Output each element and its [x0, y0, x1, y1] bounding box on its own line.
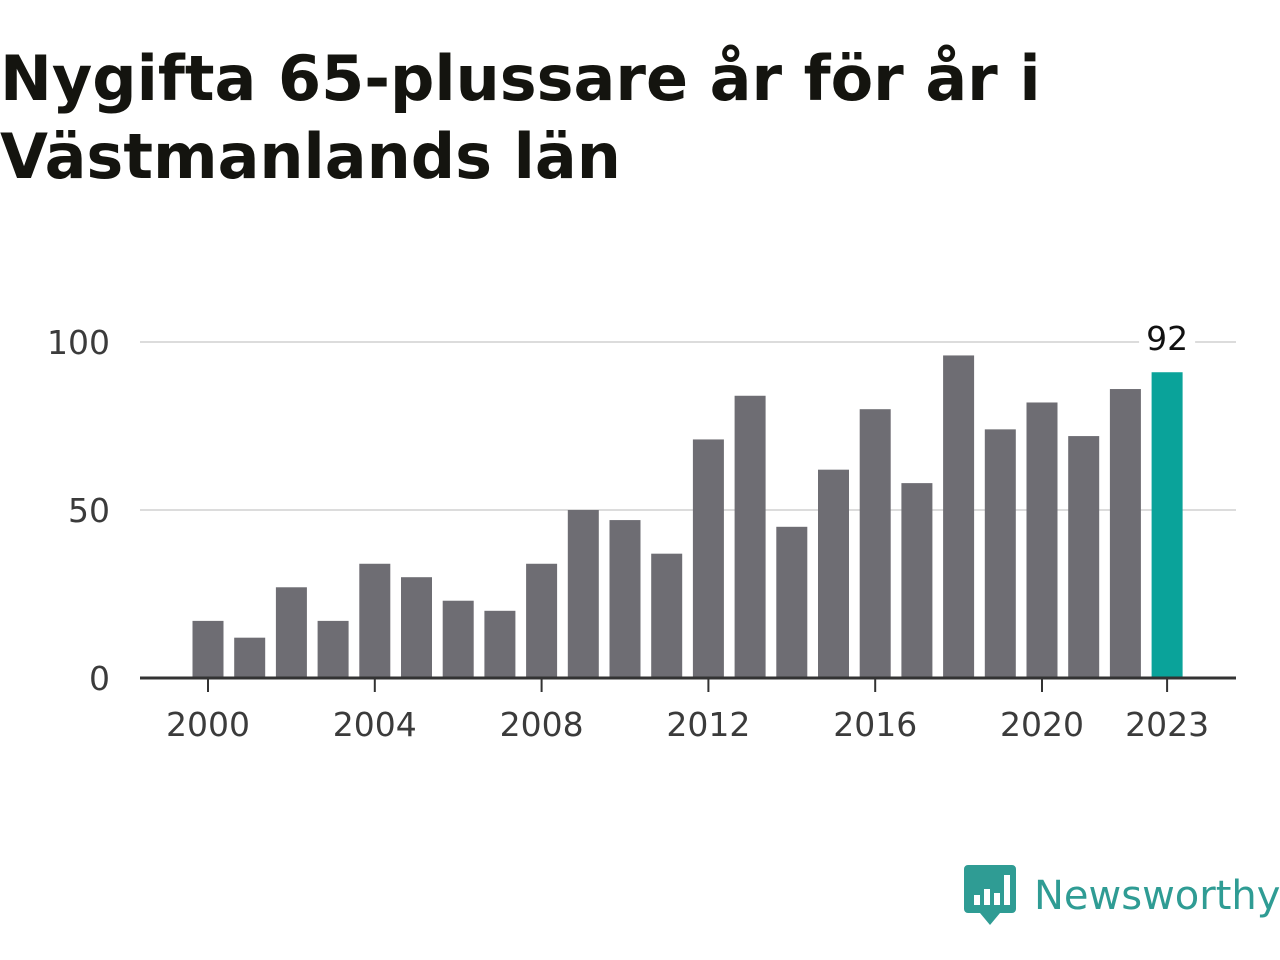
bar-2015 — [818, 469, 849, 678]
data-label-background — [1139, 320, 1196, 361]
bar-2006 — [442, 600, 474, 678]
y-tick-label-100: 100 — [47, 323, 110, 362]
newsworthy-logo: Newsworthy — [964, 864, 1280, 928]
x-tick-label-2023: 2023 — [1125, 705, 1209, 744]
bar-2007 — [484, 610, 516, 678]
bar-2023 — [1151, 372, 1183, 678]
bar-2013 — [734, 395, 766, 678]
bar-2003 — [317, 620, 349, 678]
bar-2008 — [526, 563, 558, 678]
x-tick-label-2004: 2004 — [333, 705, 417, 744]
data-labels: 92 — [1139, 319, 1196, 361]
bar-2005 — [401, 577, 432, 678]
bar-2000 — [192, 620, 224, 678]
bar-2018 — [943, 355, 975, 678]
x-tick-label-2020: 2020 — [1000, 705, 1084, 744]
bar-2011 — [651, 553, 683, 678]
bar-2016 — [859, 409, 891, 678]
bar-2014 — [776, 526, 808, 678]
x-tick-label-2016: 2016 — [833, 705, 917, 744]
bar-2022 — [1109, 389, 1141, 678]
bar-2021 — [1068, 436, 1100, 678]
bar-2001 — [234, 637, 266, 678]
x-axis-ticks: 2000 2004 2008 2012 2016 2020 2023 — [166, 678, 1209, 744]
brand-name: Newsworthy — [1034, 873, 1280, 919]
bar-2012 — [692, 439, 724, 678]
chart-title: Nygifta 65-plussare år för år i Västmanl… — [0, 42, 1041, 193]
bar-2017 — [901, 483, 933, 678]
data-label-2023: 92 — [1146, 319, 1188, 358]
bars — [192, 355, 1183, 678]
bar-2002 — [275, 587, 307, 678]
bar-chart: 0 50 100 2000 2004 2008 2012 2016 2020 2023 92 — [47, 319, 1236, 744]
bar-2009 — [567, 510, 599, 678]
y-tick-label-0: 0 — [89, 659, 110, 698]
newsworthy-logo-icon — [964, 865, 1016, 925]
x-tick-label-2000: 2000 — [166, 705, 250, 744]
x-tick-label-2008: 2008 — [500, 705, 584, 744]
bar-2004 — [359, 563, 391, 678]
bar-2019 — [984, 429, 1016, 678]
y-axis-ticks: 0 50 100 — [47, 323, 110, 698]
bar-2020 — [1026, 402, 1058, 678]
y-tick-label-50: 50 — [68, 491, 110, 530]
bar-2010 — [609, 520, 641, 678]
x-tick-label-2012: 2012 — [666, 705, 750, 744]
